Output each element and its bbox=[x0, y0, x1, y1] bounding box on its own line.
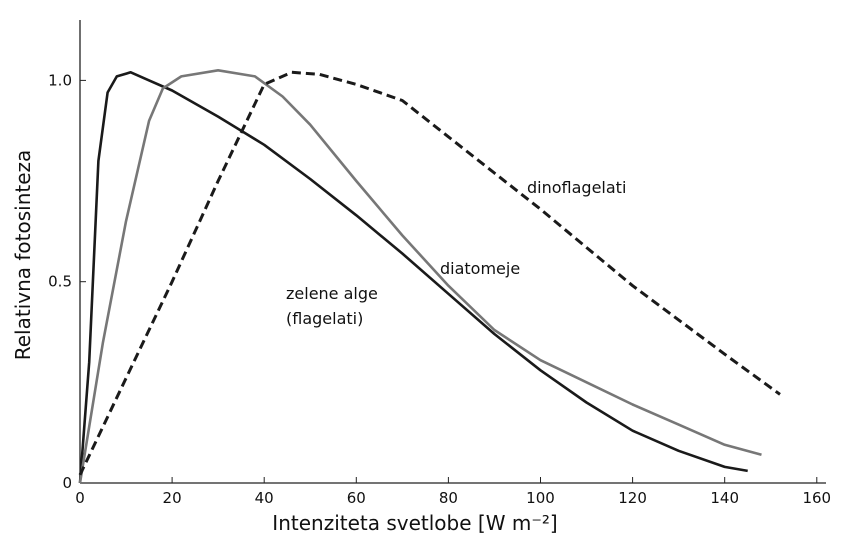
x-tick-label: 60 bbox=[347, 489, 366, 507]
x-tick-label: 20 bbox=[163, 489, 182, 507]
x-tick-label: 120 bbox=[618, 489, 647, 507]
x-tick-label: 100 bbox=[526, 489, 555, 507]
annotation: diatomeje bbox=[440, 259, 520, 278]
annotation: zelene alge bbox=[286, 284, 378, 303]
x-tick-label: 40 bbox=[255, 489, 274, 507]
y-tick-label: 0 bbox=[62, 474, 72, 492]
series-line bbox=[78, 69, 762, 484]
y-tick-label: 0.5 bbox=[48, 273, 72, 291]
x-tick-label: 140 bbox=[710, 489, 739, 507]
x-axis-label: Intenziteta svetlobe [W m⁻²] bbox=[272, 511, 557, 535]
annotation: (flagelati) bbox=[286, 309, 363, 328]
annotation: dinoflagelati bbox=[527, 178, 626, 197]
y-tick-label: 1.0 bbox=[48, 71, 72, 89]
x-tick-label: 80 bbox=[439, 489, 458, 507]
x-tick-label: 0 bbox=[75, 489, 85, 507]
series-line bbox=[78, 70, 781, 476]
series-line bbox=[78, 71, 748, 484]
y-axis-label: Relativna fotosinteza bbox=[11, 150, 35, 361]
x-tick-label: 160 bbox=[802, 489, 831, 507]
